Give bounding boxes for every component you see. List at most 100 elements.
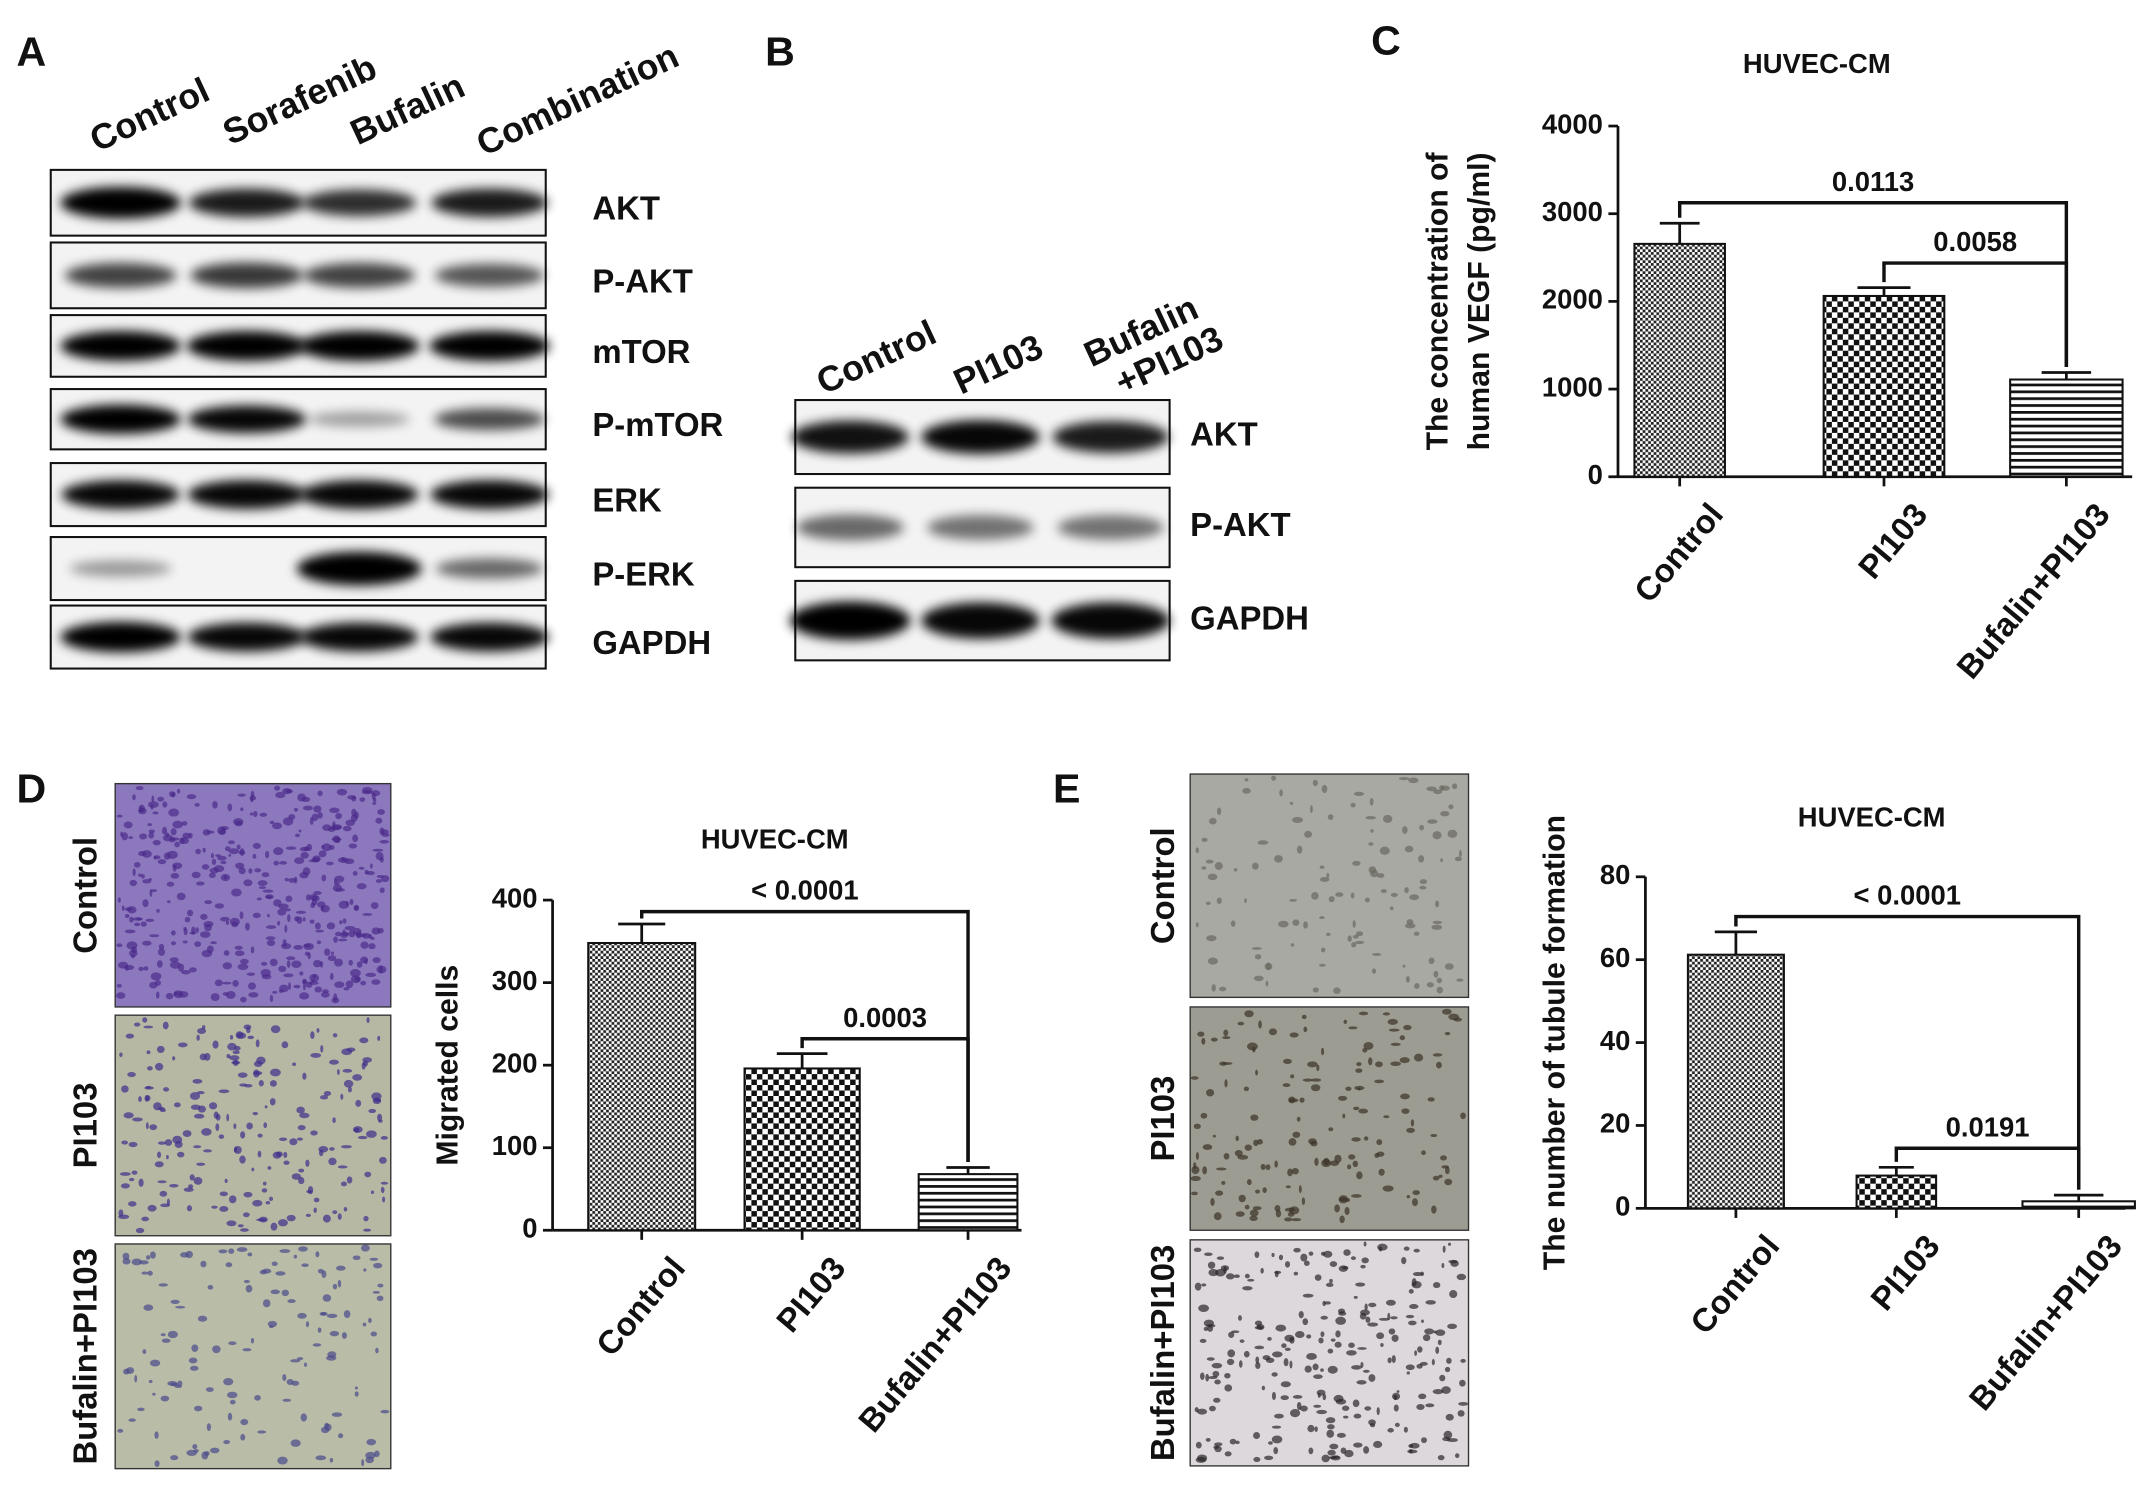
- cell: [343, 1310, 351, 1319]
- band-label: mTOR: [592, 333, 690, 370]
- cell: [1435, 900, 1440, 908]
- cell: [240, 1131, 246, 1139]
- cell: [145, 1095, 151, 1102]
- cell: [363, 1215, 369, 1222]
- cell: [286, 960, 291, 968]
- bar: [587, 941, 697, 1232]
- cell: [1244, 1010, 1254, 1018]
- cell: [1205, 901, 1211, 906]
- cell: [199, 1053, 207, 1061]
- cell: [1413, 1053, 1424, 1062]
- cell: [227, 1412, 233, 1421]
- cell: [1215, 1167, 1227, 1171]
- cell: [1260, 1163, 1266, 1171]
- cell: [1378, 1168, 1385, 1176]
- cell: [346, 1176, 353, 1184]
- cell: [1375, 1061, 1383, 1068]
- cell: [1403, 1024, 1412, 1031]
- cell: [1428, 957, 1435, 965]
- cell: [1448, 1242, 1452, 1246]
- blot-band: [64, 262, 177, 288]
- blot-band: [431, 188, 548, 217]
- cell: [1376, 1332, 1385, 1340]
- bar: [1686, 953, 1785, 1210]
- cell: [1257, 1139, 1263, 1145]
- cell: [1460, 1358, 1466, 1363]
- error-bar: [2041, 371, 2092, 380]
- cell: [117, 1428, 124, 1433]
- cell: [1223, 1029, 1229, 1037]
- cell: [1351, 1137, 1361, 1142]
- cell: [1408, 777, 1419, 784]
- cell: [1226, 1358, 1235, 1366]
- cell: [182, 1130, 192, 1137]
- cell: [279, 984, 289, 993]
- cell: [269, 994, 274, 1003]
- cell: [1193, 1123, 1201, 1130]
- cell: [355, 931, 362, 939]
- cell: [1265, 1164, 1271, 1171]
- cell: [319, 1095, 329, 1100]
- cell: [302, 867, 311, 876]
- cell: [299, 992, 310, 1000]
- cell: [1419, 1361, 1428, 1366]
- cell: [1213, 1212, 1222, 1221]
- cell: [142, 940, 152, 946]
- cell: [211, 858, 217, 865]
- cell: [186, 794, 197, 800]
- cell: [132, 794, 136, 801]
- cell: [1288, 1138, 1297, 1146]
- cell: [1416, 1404, 1425, 1410]
- cell: [1223, 1152, 1230, 1160]
- cell: [145, 1122, 149, 1130]
- cell: [119, 1172, 131, 1176]
- cell: [1378, 1317, 1390, 1321]
- cell: [246, 972, 256, 976]
- cell: [142, 899, 149, 908]
- cell: [1358, 1011, 1369, 1016]
- cell: [362, 1322, 367, 1327]
- cell: [162, 834, 174, 842]
- cell: [219, 1191, 228, 1197]
- cell: [1427, 1097, 1435, 1102]
- cell: [309, 893, 318, 901]
- cell: [315, 1455, 327, 1461]
- cell: [1459, 1379, 1466, 1387]
- cell: [343, 987, 350, 991]
- cell: [1302, 1293, 1314, 1298]
- cell: [313, 1197, 320, 1203]
- cell: [1385, 1299, 1396, 1306]
- cell: [131, 1170, 138, 1175]
- cell: [277, 1456, 288, 1465]
- cell: [176, 788, 181, 794]
- cell: [1447, 829, 1458, 838]
- cell: [142, 1349, 147, 1355]
- cell: [380, 1409, 390, 1414]
- cell: [1451, 783, 1458, 790]
- cell: [154, 1062, 164, 1071]
- cell: [1326, 932, 1331, 936]
- cell: [1335, 892, 1344, 897]
- cell: [1350, 892, 1355, 899]
- cell: [176, 892, 186, 901]
- cell: [272, 990, 278, 994]
- cell: [314, 922, 321, 930]
- blot-band: [1051, 602, 1170, 639]
- cell: [333, 936, 338, 943]
- cell: [1258, 1020, 1262, 1029]
- cell: [1275, 1324, 1287, 1332]
- cell: [352, 1074, 363, 1081]
- cell: [282, 817, 294, 826]
- cell: [195, 848, 201, 855]
- cell: [311, 813, 319, 821]
- cell: [1271, 1435, 1283, 1444]
- cell: [1195, 922, 1199, 928]
- cell: [1319, 963, 1326, 967]
- cell: [1288, 1098, 1299, 1103]
- cell: [1320, 1315, 1328, 1320]
- cell: [1214, 1379, 1221, 1385]
- cell: [121, 905, 125, 911]
- cell: [379, 827, 385, 836]
- blot-row: [49, 604, 549, 670]
- cell: [229, 1399, 236, 1405]
